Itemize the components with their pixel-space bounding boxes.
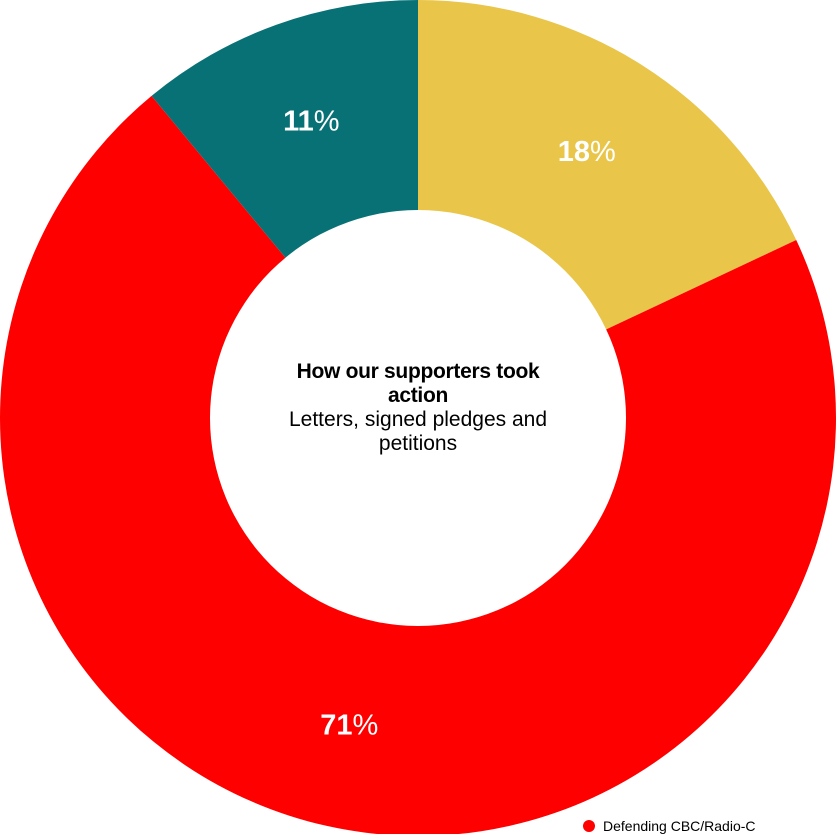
legend: Defending CBC/Radio-C bbox=[583, 818, 756, 834]
donut-hole bbox=[210, 210, 626, 626]
slice-label-0: 18% bbox=[558, 136, 616, 168]
legend-label: Defending CBC/Radio-C bbox=[603, 818, 756, 834]
legend-marker bbox=[583, 820, 595, 832]
center-title: How our supporters took action bbox=[296, 360, 540, 407]
slice-label-2: 11% bbox=[283, 106, 339, 138]
center-caption: How our supporters took action Letters, … bbox=[258, 360, 578, 456]
slice-label-1: 71% bbox=[320, 709, 378, 741]
center-subtitle: Letters, signed pledges and petitions bbox=[288, 408, 548, 455]
